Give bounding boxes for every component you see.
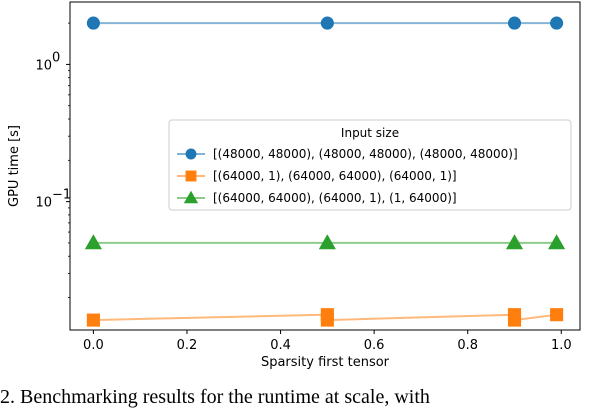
- x-tick-label: 0.8: [457, 338, 478, 353]
- x-tick-label: 0.6: [364, 338, 385, 353]
- data-point: [550, 308, 564, 322]
- data-point: [507, 16, 522, 30]
- x-tick-label: 1.0: [551, 338, 572, 353]
- legend-label: [(64000, 1), (64000, 64000), (64000, 1)]: [213, 169, 457, 183]
- legend-entry: [(64000, 1), (64000, 64000), (64000, 1)]: [177, 169, 457, 183]
- legend-box: [168, 119, 572, 211]
- data-point: [507, 313, 522, 327]
- data-point: [185, 148, 197, 160]
- data-point: [318, 234, 336, 250]
- y-axis-label: GPU time [s]: [7, 125, 22, 207]
- y-tick-exponent: 0: [52, 50, 60, 65]
- legend-entry: [(64000, 64000), (64000, 1), (1, 64000)]: [177, 190, 457, 205]
- legend-label: [(48000, 48000), (48000, 48000), (48000,…: [213, 147, 518, 161]
- legend-entry: [(48000, 48000), (48000, 48000), (48000,…: [177, 147, 518, 161]
- x-tick-label: 0.4: [270, 338, 291, 353]
- axes-frame: [69, 1, 581, 331]
- data-point: [86, 313, 100, 327]
- series-line: [93, 313, 557, 322]
- data-point: [84, 234, 102, 250]
- series-1: [86, 16, 564, 30]
- data-point: [320, 16, 334, 30]
- data-point: [505, 234, 524, 250]
- data-point: [550, 16, 564, 30]
- series-2: [86, 308, 564, 327]
- y-tick-label: 10: [35, 196, 52, 211]
- x-axis-label: Sparsity first tensor: [261, 355, 390, 370]
- data-point: [183, 190, 199, 204]
- x-tick-label: 0.0: [83, 338, 104, 353]
- data-point: [548, 234, 566, 250]
- y-tick-exponent: −1: [52, 188, 71, 203]
- legend-title: Input size: [341, 126, 399, 140]
- y-tick-label: 10: [35, 58, 52, 73]
- series-3: [84, 234, 566, 250]
- data-point: [185, 170, 197, 182]
- data-point: [86, 16, 100, 30]
- series-layer: [84, 16, 566, 327]
- legend: Input size [(48000, 48000), (48000, 48000…: [168, 119, 572, 211]
- legend-label: [(64000, 64000), (64000, 1), (1, 64000)]: [213, 191, 457, 205]
- data-point: [320, 313, 334, 327]
- figure-caption: 2. Benchmarking results for the runtime …: [0, 386, 430, 408]
- x-tick-label: 0.2: [177, 338, 198, 353]
